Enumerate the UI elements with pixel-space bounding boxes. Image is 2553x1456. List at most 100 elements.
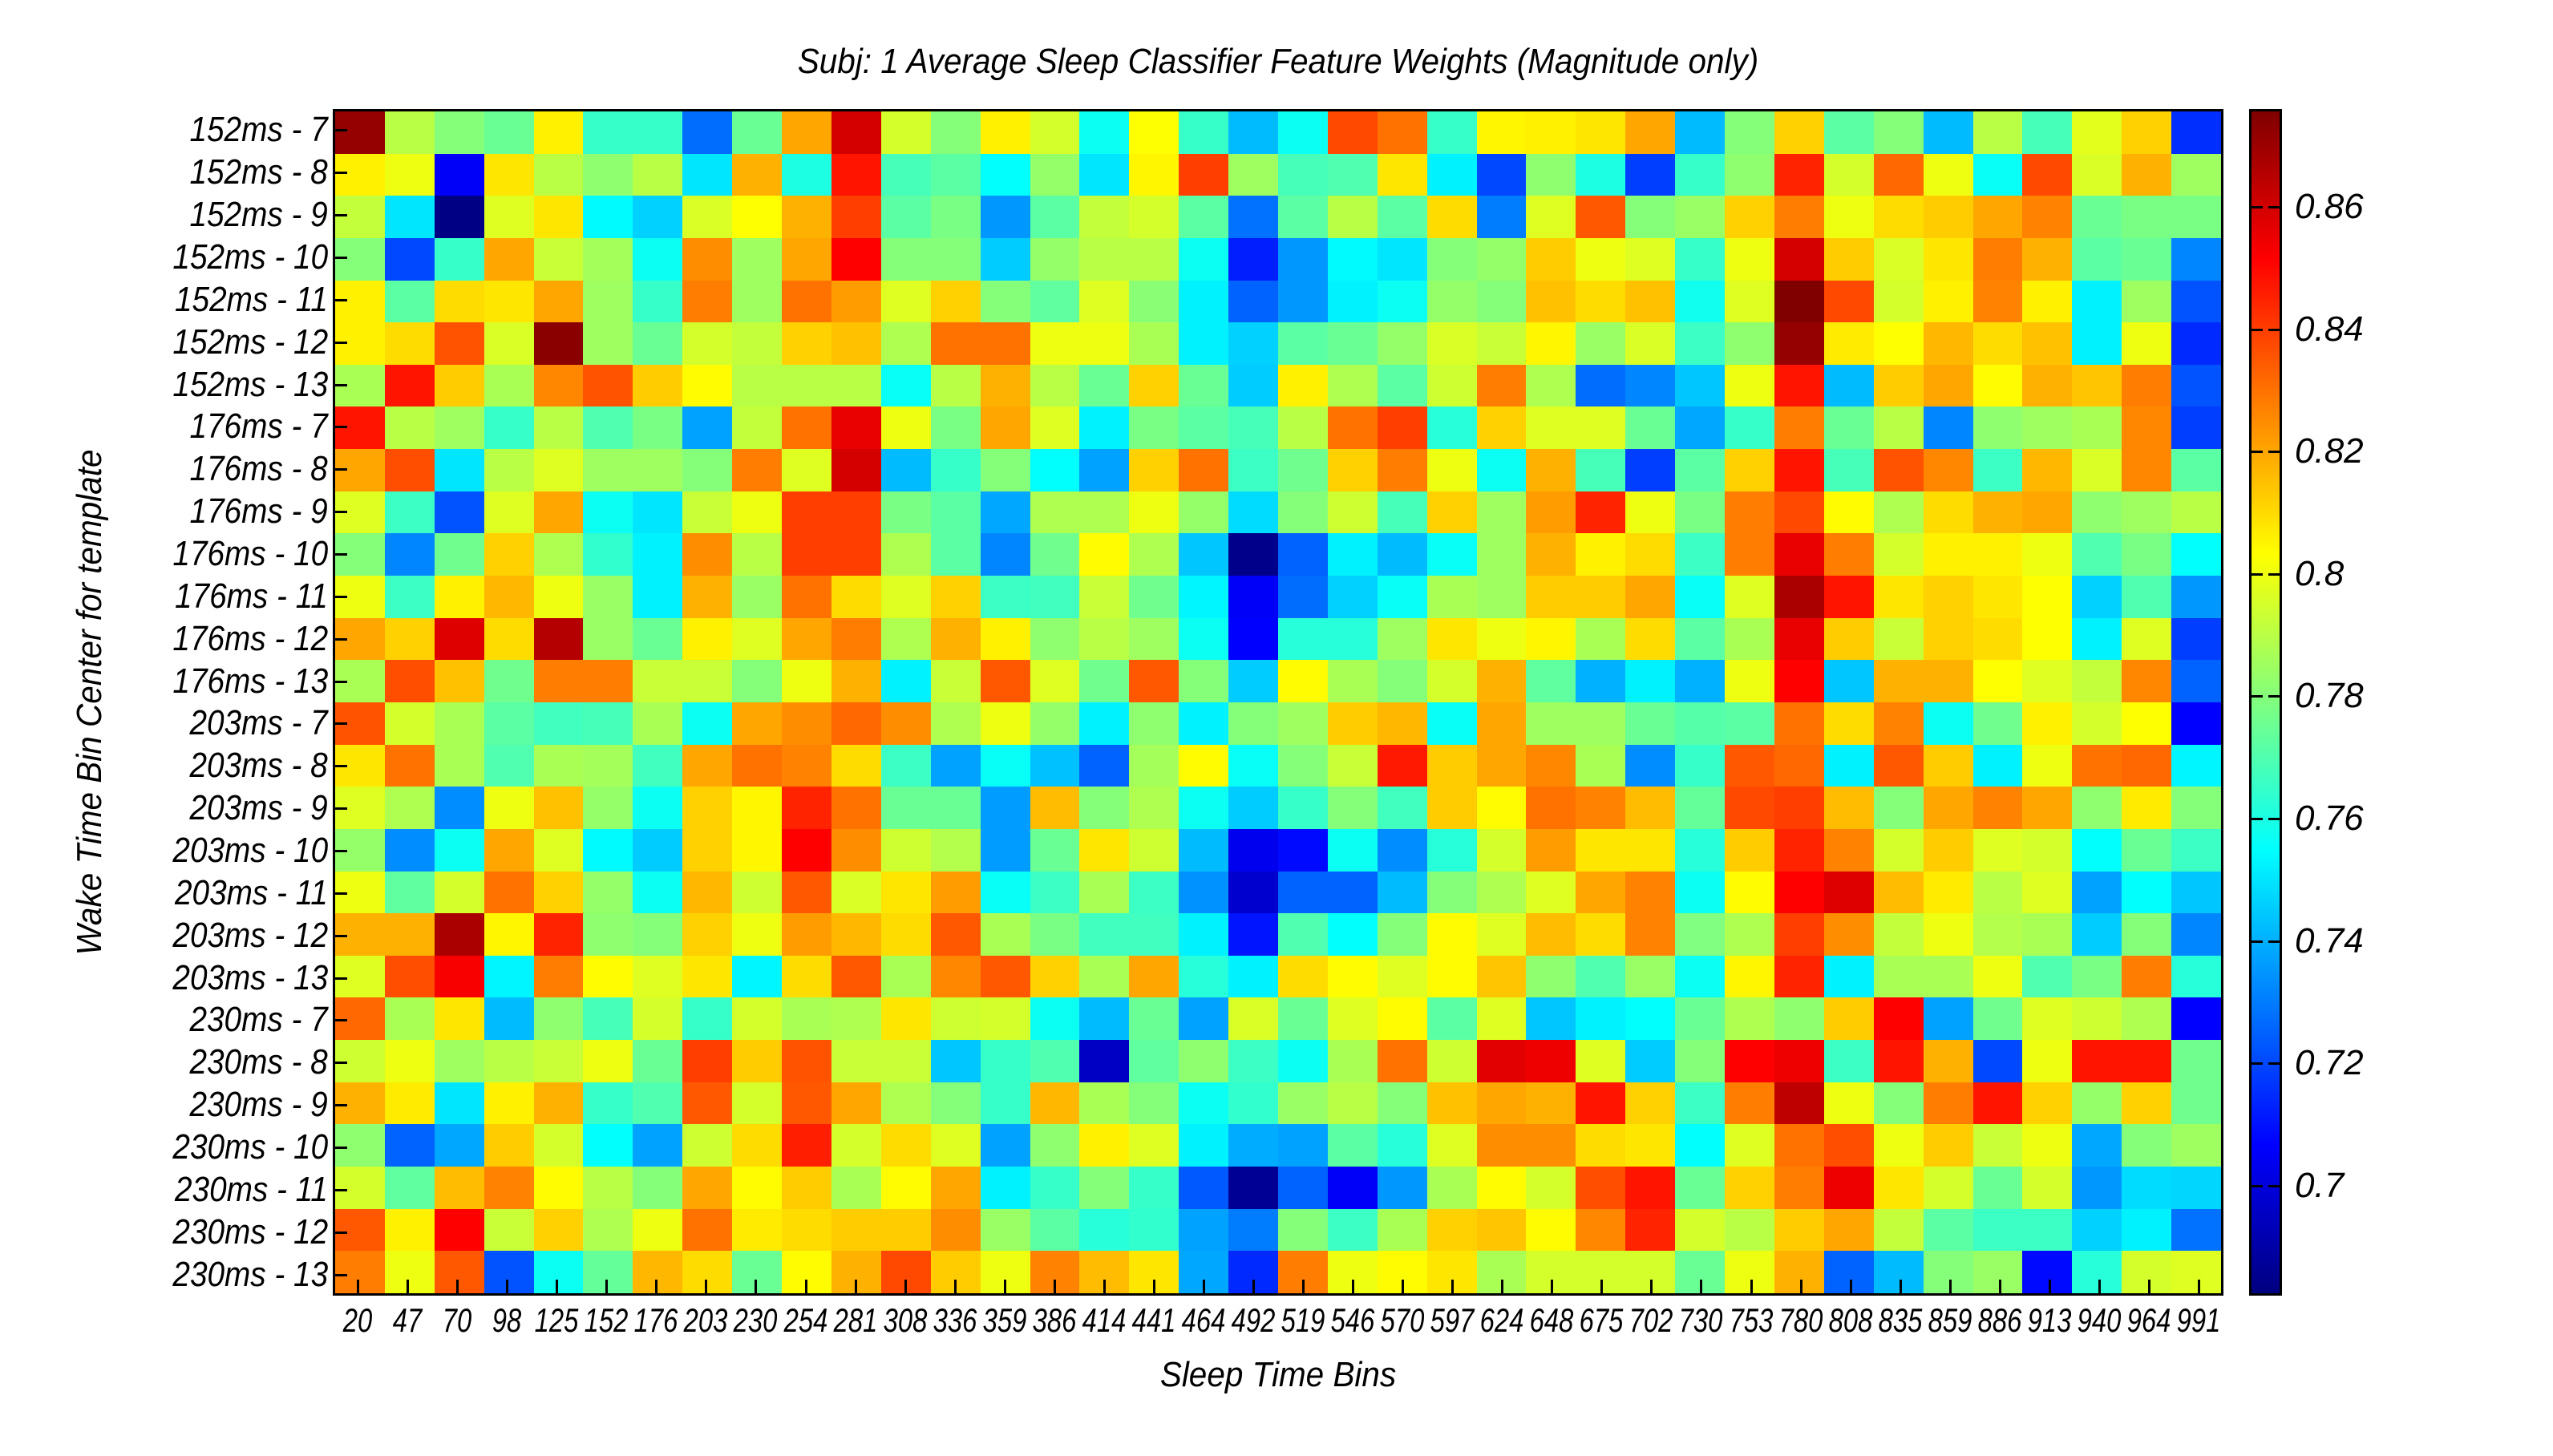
heatmap-cell — [1377, 871, 1427, 914]
heatmap-cell — [335, 913, 385, 956]
heatmap-cell — [1377, 449, 1427, 491]
heatmap-cell — [1972, 280, 2023, 323]
heatmap-cell — [732, 955, 783, 998]
x-tick-mark — [1053, 1280, 1056, 1294]
colorbar-ticks: 0.86 0.84 0.82 0.8 0.78 0.76 0.74 0.72 0.7 — [2282, 109, 2442, 1296]
heatmap-cell — [880, 997, 931, 1041]
heatmap-cell — [2022, 196, 2073, 238]
heatmap-cell — [1823, 955, 1874, 998]
heatmap-cell — [2072, 491, 2122, 534]
heatmap-cell — [1179, 237, 1229, 281]
heatmap-cell — [782, 660, 831, 702]
colorbar-tick-mark — [2268, 206, 2280, 209]
x-tick-label: 964 — [2126, 1301, 2171, 1339]
heatmap-cell — [831, 1040, 881, 1082]
heatmap-cell — [1426, 913, 1477, 956]
x-tick-mark — [1252, 1280, 1255, 1294]
heatmap-cell — [1823, 1040, 1874, 1082]
heatmap-cell — [1476, 744, 1527, 787]
heatmap-cell — [1377, 1167, 1427, 1209]
x-tick-label: 624 — [1479, 1301, 1524, 1339]
heatmap-cell — [583, 280, 633, 323]
heatmap-cell — [1923, 1082, 1973, 1125]
heatmap-cell — [1377, 111, 1427, 154]
heatmap-cell — [2072, 1251, 2122, 1293]
heatmap-cell — [335, 1124, 385, 1167]
heatmap-cell — [980, 1124, 1030, 1167]
heatmap-cell — [1079, 955, 1130, 998]
heatmap-cell — [2072, 1040, 2122, 1082]
heatmap-cell — [1129, 913, 1179, 956]
heatmap-cell — [1377, 533, 1427, 576]
heatmap-plot-area — [333, 109, 2223, 1296]
heatmap-cell — [1625, 1208, 1676, 1252]
heatmap-cell — [1426, 1208, 1477, 1252]
heatmap-cell — [1179, 406, 1229, 450]
x-tick-mark — [2147, 1280, 2150, 1294]
heatmap-cell — [384, 744, 435, 787]
heatmap-cell — [880, 196, 931, 238]
heatmap-cell — [434, 660, 484, 702]
heatmap-cell — [782, 364, 831, 407]
heatmap-cell — [633, 322, 683, 365]
x-tick-mark — [1103, 1280, 1106, 1294]
y-tick-label: 230ms - 11 — [175, 1169, 328, 1209]
heatmap-cell — [831, 955, 881, 998]
heatmap-cell — [1576, 660, 1626, 702]
heatmap-cell — [1526, 406, 1576, 450]
x-tick-label: 464 — [1181, 1301, 1226, 1339]
heatmap-cell — [1625, 828, 1676, 872]
heatmap-cell — [782, 997, 831, 1041]
heatmap-cell — [1377, 280, 1427, 323]
heatmap-cell — [1675, 1082, 1726, 1125]
heatmap-cell — [1923, 617, 1973, 661]
heatmap-cell — [1030, 997, 1080, 1041]
x-tick-mark — [1899, 1280, 1902, 1294]
heatmap-cell — [2072, 871, 2122, 914]
heatmap-cell — [1526, 153, 1576, 196]
heatmap-cell — [1129, 828, 1179, 872]
heatmap-cell — [1873, 491, 1924, 534]
heatmap-cell — [930, 1082, 981, 1125]
heatmap-cell — [1476, 449, 1527, 491]
heatmap-cell — [930, 744, 981, 787]
heatmap-cell — [2171, 1208, 2221, 1252]
heatmap-cell — [483, 913, 534, 956]
heatmap-cell — [1179, 997, 1229, 1041]
heatmap-cell — [1228, 744, 1278, 787]
heatmap-cell — [1377, 913, 1427, 956]
heatmap-cell — [533, 617, 584, 661]
heatmap-cell — [732, 997, 783, 1041]
heatmap-cell — [384, 449, 435, 491]
heatmap-cell — [2122, 533, 2172, 576]
heatmap-cell — [533, 533, 584, 576]
heatmap-cell — [1576, 576, 1626, 618]
heatmap-cell — [980, 1167, 1030, 1209]
heatmap-cell — [1576, 1124, 1626, 1167]
heatmap-cell — [1327, 237, 1378, 281]
heatmap-cell — [880, 702, 931, 745]
heatmap-cell — [1079, 1040, 1130, 1082]
heatmap-cell — [782, 1082, 831, 1125]
heatmap-cell — [1179, 744, 1229, 787]
heatmap-cell — [1327, 660, 1378, 702]
heatmap-cell — [434, 787, 484, 829]
y-tick-mark — [333, 1019, 347, 1022]
heatmap-cell — [1179, 913, 1229, 956]
heatmap-cell — [831, 913, 881, 956]
y-tick-label: 203ms - 11 — [175, 872, 328, 912]
y-tick-mark — [333, 765, 347, 768]
heatmap-cell — [2171, 491, 2221, 534]
x-tick-mark — [655, 1280, 658, 1294]
colorbar-tick-label: 0.86 — [2295, 187, 2364, 227]
y-tick-mark — [333, 341, 347, 344]
heatmap-cell — [1725, 111, 1774, 154]
heatmap-cell — [1823, 1124, 1874, 1167]
heatmap-cell — [682, 153, 733, 196]
y-tick-mark — [333, 1147, 347, 1149]
heatmap-cell — [483, 702, 534, 745]
y-tick-mark — [333, 129, 347, 132]
heatmap-cell — [1774, 1208, 1824, 1252]
heatmap-cell — [483, 1251, 534, 1293]
y-tick-label: 203ms - 8 — [189, 746, 328, 786]
